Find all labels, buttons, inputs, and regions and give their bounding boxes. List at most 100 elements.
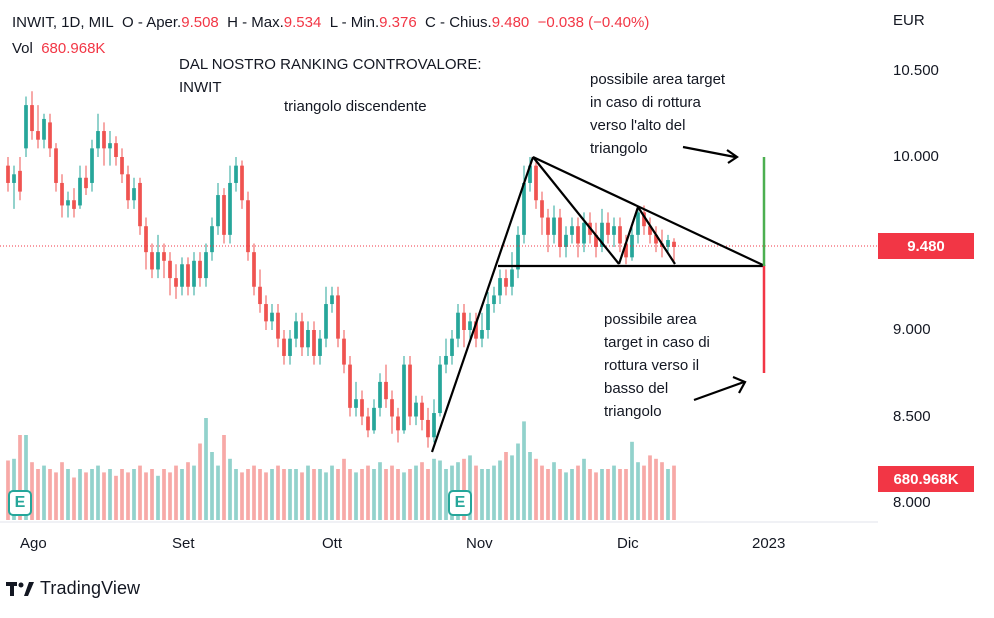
candle-body <box>594 234 598 247</box>
candle-body <box>654 234 658 244</box>
candle-body <box>558 217 562 247</box>
volume-bar <box>444 469 448 520</box>
target-down-line-1: possibile area <box>604 311 697 328</box>
volume-bar <box>492 465 496 520</box>
y-tick-label: 10.500 <box>893 61 939 79</box>
candle-body <box>324 304 328 339</box>
volume-bar <box>12 458 16 520</box>
volume-bar <box>510 455 514 520</box>
candle-body <box>432 413 436 438</box>
volume-bar <box>654 458 658 520</box>
candle-body <box>222 195 226 235</box>
candle-body <box>294 321 298 339</box>
candle-body <box>24 105 28 149</box>
volume-bar <box>210 452 214 520</box>
volume-bar <box>240 472 244 520</box>
volume-bar <box>198 443 202 520</box>
candle-body <box>282 338 286 356</box>
candle-body <box>564 234 568 247</box>
volume-bar <box>372 469 376 520</box>
volume-bar <box>216 465 220 520</box>
target-down-line-4: basso del <box>604 380 669 397</box>
candle-body <box>372 407 376 431</box>
candle-body <box>36 131 40 140</box>
volume-bar <box>192 465 196 520</box>
volume-bar <box>108 469 112 520</box>
candle-body <box>630 234 634 258</box>
arrow-up-head <box>726 149 739 164</box>
trend-up-line <box>430 156 535 453</box>
candle-body <box>552 217 556 235</box>
candle-body <box>450 338 454 356</box>
candle-body <box>366 416 370 431</box>
volume-bar <box>288 469 292 520</box>
candlesticks <box>6 91 676 448</box>
volume-bar <box>600 469 604 520</box>
volume-bar <box>234 469 238 520</box>
candle-body <box>612 226 616 235</box>
candle-body <box>144 226 148 253</box>
candle-body <box>66 200 70 206</box>
candle-body <box>336 295 340 339</box>
volume-bar <box>204 418 208 520</box>
volume-bar <box>6 460 10 520</box>
target-up-line-3: verso l'alto del <box>590 117 686 134</box>
tradingview-logo[interactable]: TradingView <box>6 578 140 599</box>
earnings-badge-1[interactable]: E <box>8 490 32 516</box>
volume-bar <box>252 465 256 520</box>
candle-body <box>342 338 346 365</box>
candle-body <box>462 312 466 330</box>
candle-body <box>276 312 280 339</box>
ranking-note: DAL NOSTRO RANKING CONTROVALORE: INWIT <box>179 53 482 99</box>
candle-body <box>108 143 112 149</box>
volume-legend: Vol 680.968K <box>12 40 105 57</box>
candle-body <box>18 170 22 192</box>
volume-bar <box>558 469 562 520</box>
volume-bar <box>672 465 676 520</box>
candle-body <box>78 177 82 206</box>
volume-bar <box>660 462 664 520</box>
candle-body <box>672 241 676 247</box>
vol-label: Vol <box>12 40 33 57</box>
candle-body <box>408 364 412 417</box>
currency-label[interactable]: EUR <box>893 12 925 29</box>
candle-body <box>252 252 256 287</box>
candle-body <box>480 330 484 339</box>
candle-body <box>228 182 232 235</box>
candle-body <box>240 165 244 201</box>
volume-bar <box>546 469 550 520</box>
volume-bar <box>408 469 412 520</box>
candle-body <box>216 195 220 227</box>
volume-bar <box>576 465 580 520</box>
inner-down-line <box>532 156 620 265</box>
volume-bar <box>90 469 94 520</box>
volume-bar <box>102 472 106 520</box>
volume-bar <box>324 472 328 520</box>
volume-bar <box>630 441 634 520</box>
y-tick-label: 8.000 <box>893 494 931 511</box>
volume-bar <box>66 469 70 520</box>
volume-bar <box>552 462 556 520</box>
volume-bar <box>222 435 226 520</box>
arrow-up-shaft <box>682 145 736 159</box>
target-up-line-2: in caso di rottura <box>590 94 701 111</box>
candle-body <box>54 148 58 183</box>
target-down-line-2: target in caso di <box>604 334 710 351</box>
volume-bar <box>336 469 340 520</box>
x-tick-label: 2023 <box>752 535 786 552</box>
candle-body <box>606 222 610 235</box>
volume-bar <box>360 469 364 520</box>
volume-bar <box>258 469 262 520</box>
earnings-badge-2[interactable]: E <box>448 490 472 516</box>
volume-bar <box>534 458 538 520</box>
volume-bar <box>330 465 334 520</box>
volume-bar <box>174 465 178 520</box>
candle-body <box>102 131 106 149</box>
candle-body <box>456 312 460 339</box>
candle-body <box>360 399 364 417</box>
candle-body <box>378 381 382 408</box>
candle-body <box>96 131 100 149</box>
candle-body <box>498 278 502 296</box>
volume-bar <box>84 472 88 520</box>
